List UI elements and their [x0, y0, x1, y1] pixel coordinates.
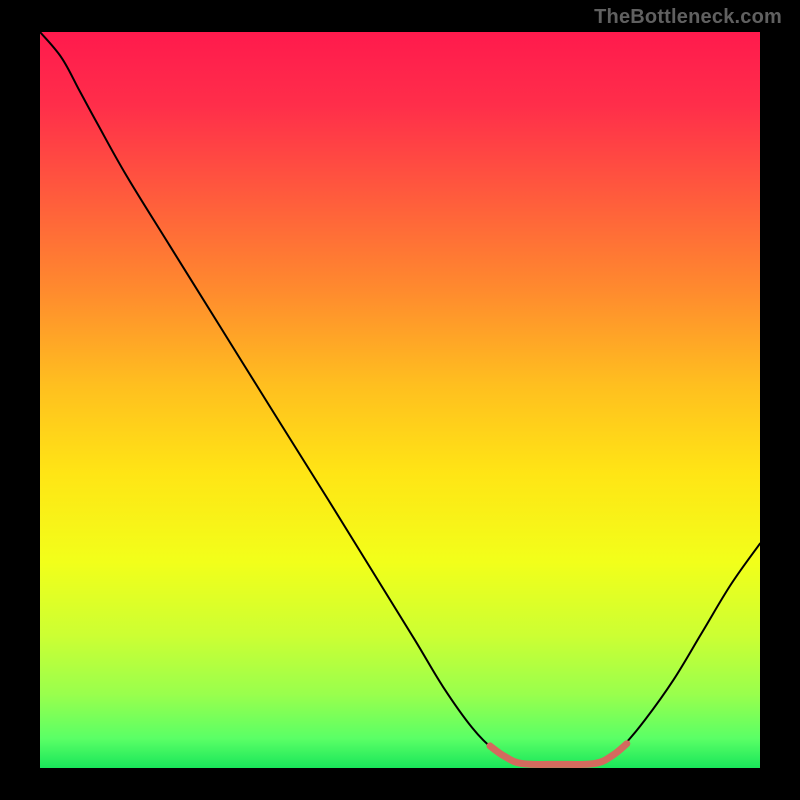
plot-area	[40, 32, 760, 768]
highlight-segment	[490, 744, 627, 765]
curve-layer	[40, 32, 760, 768]
main-curve	[40, 32, 760, 764]
chart-frame: TheBottleneck.com	[0, 0, 800, 800]
watermark-text: TheBottleneck.com	[594, 6, 782, 29]
